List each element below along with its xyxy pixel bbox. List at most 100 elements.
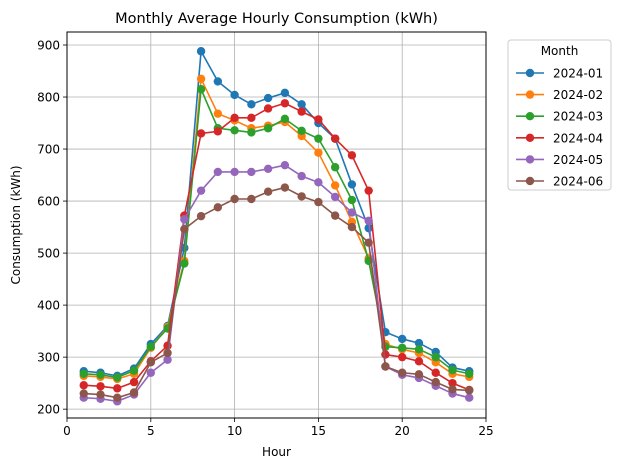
legend-item-2024-01: 2024-01 [516,67,603,81]
data-point [196,186,206,195]
data-point [180,215,189,224]
legend-label: 2024-01 [553,67,603,81]
data-point [79,369,88,378]
data-point [414,345,424,354]
legend-title: Month [541,44,579,58]
series-2024-06 [79,183,474,402]
data-point [398,334,407,344]
legend: Month 2024-012024-022024-032024-042024-0… [507,39,612,191]
data-point [297,107,306,116]
series-group [79,47,474,406]
data-point [247,194,256,204]
data-point [330,192,340,202]
data-point [196,129,206,138]
data-point [280,160,290,170]
data-point [297,192,306,201]
data-point [330,134,340,143]
data-point [230,194,239,204]
data-point [196,211,206,221]
data-point [431,368,440,377]
legend-label: 2024-05 [553,153,603,167]
data-point [96,390,105,399]
data-point [213,127,223,136]
data-point [364,186,373,195]
data-point [263,104,273,113]
data-point [213,167,223,177]
data-point [347,222,357,232]
data-point [280,99,290,108]
legend-item-2024-02: 2024-02 [516,88,603,102]
y-axis-label: Consumption (kWh) [9,165,23,284]
data-point [163,348,172,358]
data-point [314,115,323,124]
y-tick-label: 500 [37,247,60,261]
legend-items: 2024-01 2024-02 2024-03 2024-04 2024-05 2024-… [516,67,603,189]
data-point [113,393,122,402]
data-point [213,77,223,86]
y-tick-label: 300 [37,351,60,365]
data-point [79,381,88,390]
legend-item-2024-05: 2024-05 [516,153,603,167]
y-tick-label: 400 [37,299,60,313]
data-point [113,384,122,393]
data-point [297,126,306,136]
data-point [230,113,239,123]
data-point [465,386,474,395]
data-point [398,368,407,377]
data-point [280,183,290,192]
legend-item-2024-03: 2024-03 [516,110,603,124]
data-point [465,369,474,378]
legend-item-2024-04: 2024-04 [516,131,603,145]
data-point [280,88,290,98]
data-point [180,259,189,268]
x-tick-label: 0 [63,424,71,438]
data-point [146,368,155,377]
data-point [330,181,340,190]
data-point [398,352,407,362]
data-point [297,171,306,181]
data-point [364,223,373,233]
data-point [414,357,424,366]
data-point [431,352,440,362]
data-point [448,378,457,388]
data-point [347,195,357,205]
y-tick-label: 200 [37,403,60,417]
data-point [230,167,239,177]
x-tick-label: 5 [147,424,155,438]
legend-marker [525,155,535,164]
plot-frame [66,31,487,419]
ticks: 0 5 10 15 20 25 200 300 400 500 600 700 800 900 [37,39,494,438]
legend-label: 2024-06 [553,175,603,189]
data-point [414,370,424,379]
data-point [263,124,273,133]
legend-marker [525,112,535,121]
data-point [280,114,290,124]
data-point [247,100,256,109]
legend-marker [525,68,535,78]
data-point [314,148,323,157]
x-axis-label: Hour [262,445,291,459]
data-point [129,366,139,375]
data-point [381,350,390,359]
data-point [465,393,474,402]
legend-item-2024-06: 2024-06 [516,175,603,189]
data-point [196,74,206,84]
data-point [230,126,239,135]
legend-box [507,39,612,191]
data-point [113,373,122,382]
data-point [196,85,206,94]
chart-title: Monthly Average Hourly Consumption (kWh) [115,11,438,27]
data-point [263,187,273,196]
data-point [129,388,139,397]
x-tick-label: 10 [227,424,242,438]
data-point [180,224,189,234]
data-point [146,342,155,351]
x-tick-label: 20 [395,424,410,438]
data-point [347,208,357,217]
data-point [129,377,139,387]
data-point [79,389,88,398]
data-point [314,134,323,143]
data-point [448,365,457,375]
x-tick-label: 25 [478,424,493,438]
